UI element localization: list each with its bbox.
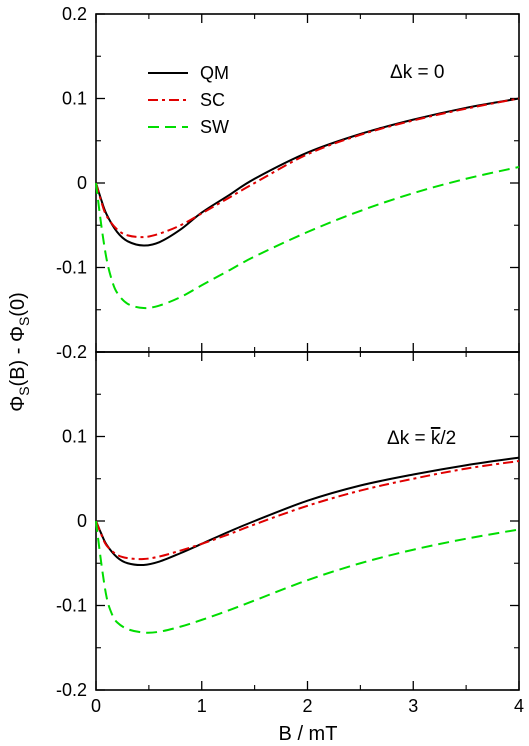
y-tick-label: 0.1 <box>62 427 87 447</box>
x-tick-label: 3 <box>408 696 418 716</box>
series-sc-line <box>95 97 520 239</box>
legend-label-sw: SW <box>200 117 229 137</box>
x-axis-label: B / mT <box>279 723 338 745</box>
y-tick-label: -0.2 <box>56 680 87 700</box>
panel-bottom-annotation-post: /2 <box>440 428 456 449</box>
y-tick-label: 0 <box>77 173 87 193</box>
panels-layer: -0.2 -0.1 0 0.1 0.2 -0.2 -0.1 0 0.1 0 1 2 3 4 <box>56 4 524 716</box>
panel-frame <box>95 13 520 353</box>
series-sw-line <box>95 520 520 634</box>
x-tick-label: 2 <box>302 696 312 716</box>
legend-label-qm: QM <box>200 63 229 83</box>
panel-bottom-annotation: Δk = k/2 <box>387 428 456 449</box>
panel-top-annotation: Δk = 0 <box>390 62 444 83</box>
y-axis-label-sub1: S <box>16 386 32 395</box>
series-qm-line <box>95 97 520 247</box>
panel-top: -0.2 -0.1 0 0.1 0.2 <box>56 4 520 362</box>
y-axis-label-phi2: Φ <box>7 326 29 342</box>
panel-frame <box>95 351 520 691</box>
y-tick-label: 0.1 <box>62 89 87 109</box>
series-sw-line <box>95 165 520 310</box>
legend-label-sc: SC <box>200 90 225 110</box>
y-axis-label-sub2: S <box>16 317 32 326</box>
x-tick-label: 1 <box>197 696 207 716</box>
y-axis-label: ΦS(B) - ΦS(0) <box>7 292 32 412</box>
y-axis-label-phi1: Φ <box>7 396 29 412</box>
x-tick-label: 4 <box>514 696 524 716</box>
y-tick-label: 0 <box>77 511 87 531</box>
y-tick-label: 0.2 <box>62 4 87 24</box>
y-axis-label-mid: (B) - <box>7 342 29 386</box>
series-sc-line <box>95 460 520 561</box>
y-tick-label: -0.1 <box>56 596 87 616</box>
legend: QM SC SW <box>148 63 229 137</box>
series-qm-line <box>95 456 520 567</box>
panel-bottom: -0.2 -0.1 0 0.1 <box>56 351 520 700</box>
x-tick-label: 0 <box>91 696 101 716</box>
panel-bottom-annotation-pre: Δk = <box>387 428 431 449</box>
y-axis-label-end: (0) <box>7 292 29 316</box>
y-tick-label: -0.2 <box>56 342 87 362</box>
y-tick-label: -0.1 <box>56 258 87 278</box>
panel-bottom-annotation-k: k <box>431 428 441 449</box>
